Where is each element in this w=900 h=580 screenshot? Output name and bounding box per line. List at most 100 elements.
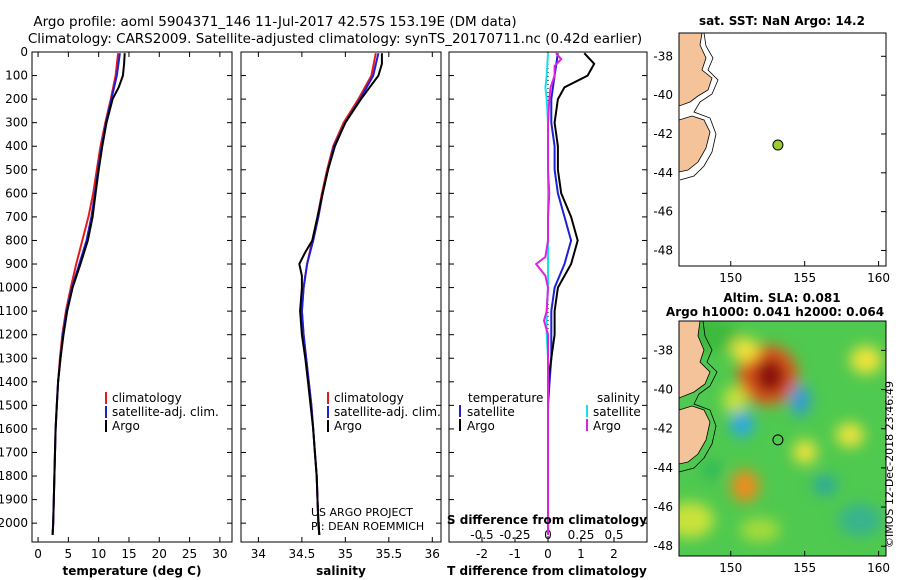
series-line-argo: [298, 53, 383, 535]
salinity-panel-frame: [240, 51, 442, 543]
salinity-axis: 34 34.5 35 35.5 36: [241, 51, 441, 561]
series-line-satellite-adj-clim-: [51, 53, 121, 535]
map-x-tick-label: 150: [719, 561, 742, 575]
diff-line-t-argo: [547, 52, 596, 535]
legend-climatology-label: climatology: [112, 391, 182, 405]
depth-tick-label: 300: [5, 116, 28, 130]
legend-salinity-title: salinity: [597, 391, 640, 405]
x-tick-label: 0: [34, 547, 42, 561]
difference-series: [535, 52, 596, 535]
depth-tick-label: 1900: [0, 493, 28, 507]
map-y-tick-label: -44: [653, 166, 673, 180]
x-tick-label: 15: [121, 547, 136, 561]
sst-map-title: sat. SST: NaN Argo: 14.2: [699, 14, 865, 28]
difference-legend: temperature satellite Argo salinity sate…: [459, 391, 641, 433]
x-tick-label: 0: [544, 547, 552, 561]
depth-tick-label: 1800: [0, 469, 28, 483]
t-difference-axis: -2 -1 0 1 2: [449, 51, 647, 561]
x-tick-label: 34.5: [289, 547, 316, 561]
depth-tick-label: 1400: [0, 375, 28, 389]
legend-argo-label: Argo: [334, 419, 362, 433]
legend-t-satellite-label: satellite: [467, 405, 515, 419]
sla-map-axes: 150 155 160 -38 -40 -42 -44 -46 -48: [653, 343, 890, 575]
temperature-panel-frame: [31, 51, 233, 543]
x-tick-label: 36: [425, 547, 440, 561]
x-tick-label: 5: [65, 547, 73, 561]
sla-shelf-contour: [679, 321, 718, 473]
sla-field: [679, 321, 882, 542]
sst-map: [679, 33, 886, 266]
x2-tick-label: 0.5: [604, 528, 623, 542]
sst-map-axes: 150 155 160 -38 -40 -42 -44 -46 -48: [653, 49, 890, 285]
legend-climatology-label: climatology: [334, 391, 404, 405]
map-y-tick-label: -40: [653, 88, 673, 102]
x-tick-label: 30: [212, 547, 227, 561]
figure-title-line1: Argo profile: aoml 5904371_146 11-Jul-20…: [33, 14, 516, 30]
watermark-line2: PI: DEAN ROEMMICH: [311, 520, 424, 533]
t-diff-xlabel: T difference from climatology: [447, 564, 647, 578]
sla-mainland-shape: [679, 321, 711, 399]
depth-tick-label: 500: [5, 163, 28, 177]
series-line-satellite-adj-clim-: [300, 52, 380, 535]
sla-tasmania-shape: [679, 405, 711, 465]
x-tick-label: 1: [577, 547, 585, 561]
x-tick-label: 34: [251, 547, 266, 561]
depth-tick-label: 1200: [0, 328, 28, 342]
temperature-series: [51, 53, 126, 535]
x-tick-label: 10: [91, 547, 106, 561]
legend-argo-label: Argo: [112, 419, 140, 433]
x2-tick-label: 0.25: [568, 528, 595, 542]
sst-map-frame: [678, 32, 887, 267]
map-y-tick-label: -46: [653, 205, 673, 219]
depth-tick-label: 200: [5, 92, 28, 106]
series-line-climatology: [51, 53, 120, 535]
temperature-xlabel: temperature (deg C): [63, 564, 202, 578]
depth-tick-label: 1500: [0, 398, 28, 412]
map-y-tick-label: -40: [653, 383, 673, 397]
series-line-climatology: [300, 53, 377, 535]
s-difference-axis: -0.5 -0.25 0 0.25 0.5: [470, 528, 623, 542]
depth-tick-label: 100: [5, 69, 28, 83]
diff-line-s-argo: [535, 52, 563, 535]
map-y-tick-label: -48: [653, 539, 673, 553]
sla-map: [679, 321, 886, 556]
sla-map-title-line1: Altim. SLA: 0.081: [723, 291, 840, 305]
depth-tick-label: 1300: [0, 351, 28, 365]
sla-map-title-line2: Argo h1000: 0.041 h2000: 0.064: [666, 305, 884, 319]
watermark-line1: US ARGO PROJECT: [311, 506, 413, 519]
map-y-tick-label: -44: [653, 461, 673, 475]
sla-map-frame: [678, 320, 887, 557]
map-x-tick-label: 160: [867, 561, 890, 575]
map-y-tick-label: -38: [653, 343, 673, 357]
map-y-tick-label: -42: [653, 127, 673, 141]
series-line-argo: [51, 53, 126, 535]
depth-tick-label: 2000: [0, 516, 28, 530]
x2-tick-label: -0.5: [470, 528, 493, 542]
x-tick-label: 35: [338, 547, 353, 561]
x-tick-label: 2: [610, 547, 618, 561]
x2-tick-label: 0: [544, 528, 552, 542]
x-tick-label: 25: [182, 547, 197, 561]
legend-temperature-title: temperature: [468, 391, 543, 405]
mainland-shape: [679, 33, 713, 107]
map-x-tick-label: 155: [793, 561, 816, 575]
temperature-legend: climatology satellite-adj. clim. Argo: [105, 391, 219, 433]
x2-tick-label: -0.25: [499, 528, 530, 542]
map-x-tick-label: 155: [793, 271, 816, 285]
x-tick-label: 20: [152, 547, 167, 561]
shelf-contour: [679, 33, 719, 181]
tasmania-shape: [679, 115, 711, 173]
x-tick-label: -1: [509, 547, 521, 561]
salinity-series: [298, 52, 383, 535]
x-tick-label: 35.5: [375, 547, 402, 561]
imos-credit: ©IMOS 12-Dec-2018 23:46:49: [883, 381, 896, 548]
map-x-tick-label: 150: [719, 271, 742, 285]
depth-tick-label: 1000: [0, 281, 28, 295]
legend-satellite-label: satellite-adj. clim.: [112, 405, 219, 419]
depth-tick-label: 800: [5, 233, 28, 247]
map-y-tick-label: -46: [653, 500, 673, 514]
sst-map-background: [679, 33, 886, 266]
depth-tick-label: 1600: [0, 422, 28, 436]
depth-tick-label: 900: [5, 257, 28, 271]
